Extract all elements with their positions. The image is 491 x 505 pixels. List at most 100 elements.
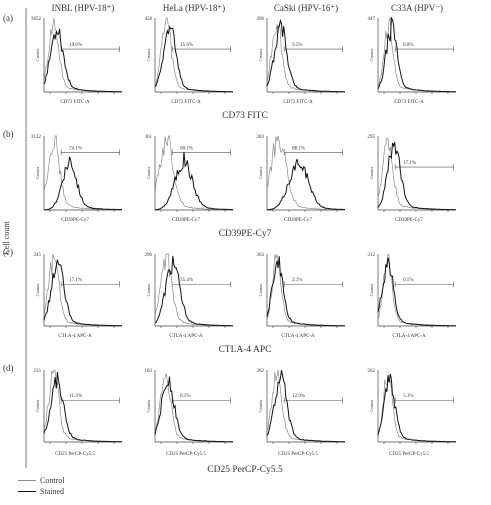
- histogram-plot: 345 Counts CTLA-4 APC-A 17.1%: [34, 253, 122, 339]
- x-axis-label: CD73 FITC-A: [394, 100, 424, 105]
- histogram-plot: 361 Counts CD39PE-Cy7 80.1%: [145, 135, 234, 223]
- legend-control-label: Control: [40, 476, 65, 485]
- control-histogram: [43, 135, 123, 211]
- gate-percent: 11.3%: [69, 394, 82, 399]
- gate-percent: 88.1%: [292, 146, 305, 151]
- histogram-plot: 296 Counts CTLA-4 APC-A 35.4%: [145, 253, 234, 339]
- x-axis-label: CTLA-4 APC-A: [392, 334, 426, 339]
- y-axis-label: Counts: [146, 399, 151, 412]
- y-axis-label: Counts: [369, 283, 374, 296]
- y-max-label: 3652: [31, 17, 42, 22]
- histogram-plot: 295 Counts CD39PE-Cy7 17.1%: [368, 135, 456, 223]
- cell-line-header: CaSki (HPV-16⁺): [274, 3, 338, 13]
- y-max-label: 345: [34, 253, 42, 258]
- control-histogram: [266, 135, 345, 211]
- marker-title: CD39PE-Cy7: [219, 229, 272, 239]
- stained-histogram: [43, 259, 122, 327]
- y-axis-label: Counts: [369, 166, 374, 179]
- panel-d: (d) CD25 PerCP-Cy5.5 235 Counts CD25 PerCP-C…: [3, 363, 456, 475]
- y-axis-label: Counts: [146, 283, 151, 296]
- histogram-plot: 312 Counts CTLA-4 APC-A 0.5%: [368, 253, 457, 339]
- cell-line-header: INBL (HPV-18⁺): [52, 3, 115, 13]
- histogram-plot: 262 Counts CD25 PerCP-Cy5.5 5.1%: [368, 369, 456, 457]
- y-max-label: 496: [257, 17, 265, 22]
- y-axis-label: Counts: [258, 48, 263, 61]
- x-axis-label: CD39PE-Cy7: [395, 218, 423, 223]
- y-axis-label: Counts: [369, 399, 374, 412]
- y-axis-label: Counts: [146, 48, 151, 61]
- stained-histogram: [43, 28, 122, 93]
- y-axis-label: Counts: [369, 48, 374, 61]
- control-histogram: [154, 17, 233, 93]
- y-axis-label: Counts: [35, 48, 40, 61]
- y-max-label: 3122: [31, 135, 42, 140]
- stained-histogram: [266, 256, 345, 327]
- cell-line-header: HeLa (HPV-18⁺): [163, 3, 225, 13]
- stained-histogram: [154, 151, 234, 211]
- histogram-plot: 496 Counts CD73 FITC-A 9.5%: [257, 17, 345, 105]
- histogram-plot: 262 Counts CD25 PerCP-Cy5.5 12.9%: [257, 369, 346, 457]
- stained-histogram: [377, 16, 456, 93]
- y-max-label: 447: [368, 17, 376, 22]
- y-max-label: 312: [368, 253, 376, 258]
- histogram-plot: 235 Counts CD25 PerCP-Cy5.5 11.3%: [34, 369, 122, 457]
- gate-percent: 8.8%: [403, 43, 413, 48]
- gate-percent: 12.9%: [292, 394, 305, 399]
- legend-control-swatch: [18, 480, 36, 481]
- gate-percent: 19.6%: [69, 43, 82, 48]
- gate-percent: 80.1%: [180, 146, 193, 151]
- x-axis-label: CTLA-4 APC-A: [281, 334, 315, 339]
- x-axis-label: CD73 FITC-A: [60, 100, 90, 105]
- stained-histogram: [266, 18, 345, 93]
- gate-percent: 5.1%: [403, 394, 413, 399]
- x-axis-label: CD73 FITC-A: [283, 100, 313, 105]
- stained-histogram: [377, 373, 456, 443]
- y-axis-label: Counts: [35, 399, 40, 412]
- x-axis-label: CD39PE-Cy7: [284, 218, 312, 223]
- y-max-label: 283: [257, 135, 265, 140]
- stained-histogram: [377, 142, 456, 211]
- control-histogram: [154, 135, 233, 211]
- gate-percent: 35.4%: [180, 278, 193, 283]
- panel-a: (a) CD73 FITC 3652 Counts CD73 FITC-A 19.6% 45…: [3, 13, 457, 121]
- y-max-label: 296: [145, 253, 153, 258]
- control-histogram: [377, 137, 456, 211]
- y-axis-label: Counts: [35, 166, 40, 179]
- stained-histogram: [266, 370, 345, 443]
- control-histogram: [43, 253, 122, 327]
- histogram-plot: 3122 Counts CD39PE-Cy7 74.1%: [31, 135, 123, 223]
- stained-histogram: [377, 257, 457, 327]
- y-max-label: 295: [368, 135, 376, 140]
- control-histogram: [154, 253, 234, 327]
- x-axis-label: CD25 PerCP-Cy5.5: [389, 452, 429, 457]
- y-axis-label: Counts: [258, 166, 263, 179]
- stained-histogram: [43, 156, 122, 211]
- x-axis-label: CTLA-4 APC-A: [58, 334, 92, 339]
- marker-title: CD73 FITC: [222, 111, 268, 121]
- histogram-plot: 458 Counts CD73 FITC-A 15.6%: [145, 17, 233, 105]
- x-axis-label: CD25 PerCP-Cy5.5: [166, 452, 206, 457]
- y-axis-label: Counts: [258, 399, 263, 412]
- figure-y-axis-label: Cell count: [2, 221, 11, 255]
- y-max-label: 183: [145, 369, 153, 374]
- x-axis-label: CD73 FITC-A: [171, 100, 201, 105]
- control-histogram: [266, 369, 346, 443]
- legend-stained-label: Stained: [40, 487, 64, 496]
- marker-title: CD25 PerCP-Cy5.5: [207, 465, 283, 475]
- y-axis-label: Counts: [146, 166, 151, 179]
- panel-b: (b) CD39PE-Cy7 3122 Counts CD39PE-Cy7 74.1% 36…: [3, 129, 456, 239]
- y-axis-label: Counts: [258, 283, 263, 296]
- gate-percent: 9.5%: [292, 43, 302, 48]
- panel-letter: (d): [3, 363, 14, 373]
- gate-percent: 15.6%: [180, 43, 193, 48]
- stained-histogram: [154, 25, 233, 93]
- x-axis-label: CD25 PerCP-Cy5.5: [278, 452, 318, 457]
- gate-percent: 74.1%: [69, 146, 82, 151]
- gate-percent: 17.1%: [403, 161, 416, 166]
- control-histogram: [377, 16, 457, 93]
- x-axis-label: CTLA-4 APC-A: [169, 334, 203, 339]
- x-axis-label: CD25 PerCP-Cy5.5: [55, 452, 95, 457]
- y-max-label: 235: [34, 369, 42, 374]
